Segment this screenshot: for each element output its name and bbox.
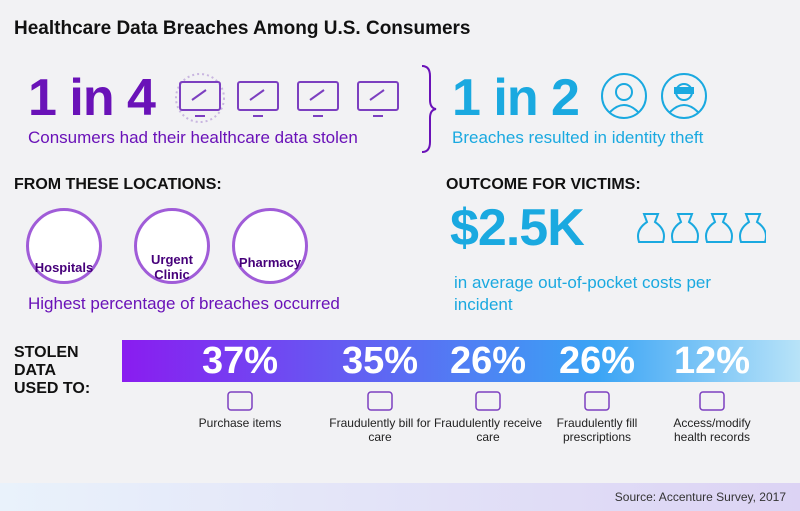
stat-percent: 26% [558,340,636,382]
stat-caption: Breaches resulted in identity theft [452,128,704,147]
stat-percent: 26% [449,340,527,382]
section-heading: STOLEN DATA USED TO: [14,344,91,397]
section-heading: OUTCOME FOR VICTIMS: [446,176,641,193]
stat-headline: 1 in 4 [28,69,156,127]
item-label: Fraudulently bill for care [329,416,431,444]
outcome-amount: $2.5K [450,199,585,257]
item-label: Fraudulently receive care [433,416,543,444]
location-icon [134,208,210,284]
footer [0,483,800,511]
item-label: Fraudulently fill prescriptions [556,416,638,444]
location-label: Urgent Clinic [151,252,193,282]
stat-headline: 1 in 2 [452,69,580,127]
location-icon [26,208,102,284]
item-icon [584,391,610,411]
outcome-caption: in average out-of-pocket costs per incid… [454,273,712,314]
stat-percent: 37% [201,340,279,382]
title: Healthcare Data Breaches Among U.S. Cons… [14,18,471,39]
source: Source: Accenture Survey, 2017 [614,490,786,504]
location-label: Pharmacy [238,255,302,270]
item-icon [475,391,501,411]
item-label: Access/modify health records [673,416,751,444]
item-icon [367,391,393,411]
location-icon [232,208,308,284]
gradient-band [122,340,800,382]
stat-percent: 12% [673,340,751,382]
person-icons [601,73,707,119]
monitor-icons [175,73,399,123]
item-icon [699,391,725,411]
stat-caption: Consumers had their healthcare data stol… [28,128,358,147]
section-heading: FROM THESE LOCATIONS: [14,176,222,193]
stat-percent: 35% [341,340,419,382]
money-bag-icons [637,213,766,243]
item-icon [227,391,253,411]
brace [421,65,437,153]
locations-caption: Highest percentage of breaches occurred [28,294,340,313]
item-label: Purchase items [198,416,282,430]
location-label: Hospitals [34,260,94,275]
